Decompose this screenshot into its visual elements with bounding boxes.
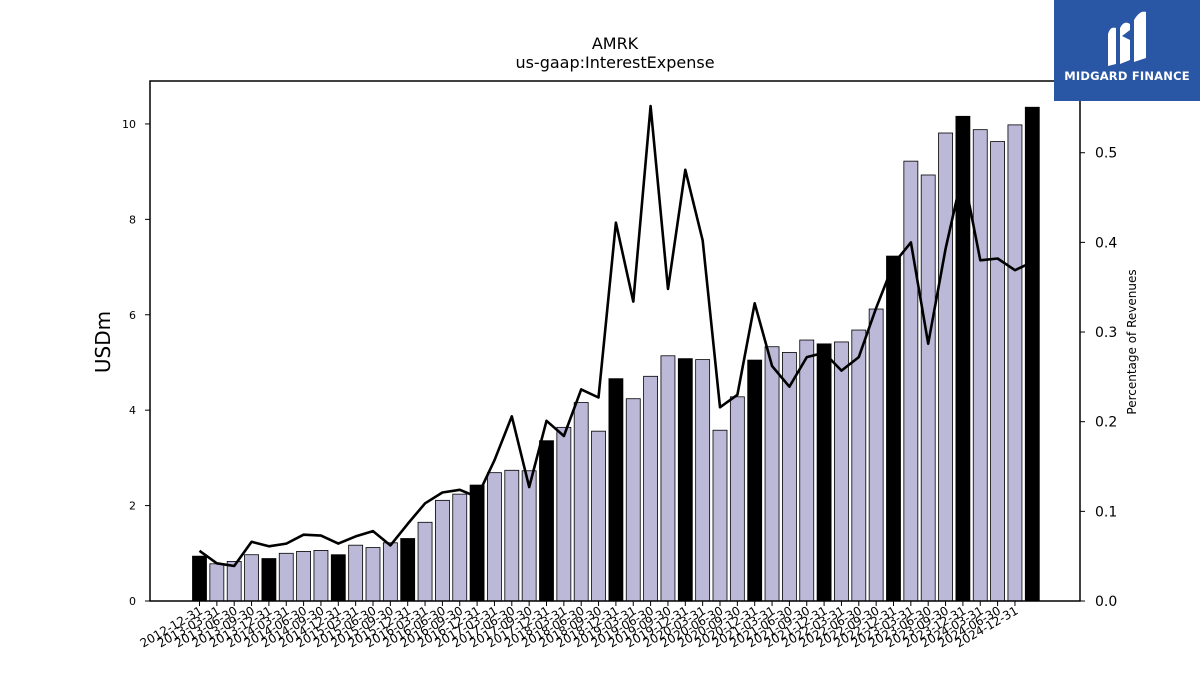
bar bbox=[920, 174, 936, 602]
bar bbox=[452, 493, 468, 602]
y2-tick-label: 0.2 bbox=[1095, 415, 1117, 431]
bar bbox=[591, 430, 606, 602]
bar bbox=[643, 375, 658, 602]
chart-title: AMRK bbox=[592, 34, 639, 53]
bar bbox=[244, 554, 259, 602]
bar bbox=[608, 378, 624, 602]
bar bbox=[903, 160, 919, 602]
bar bbox=[209, 563, 225, 602]
bar bbox=[192, 555, 207, 602]
bar bbox=[469, 484, 485, 602]
bar bbox=[834, 341, 849, 602]
bar bbox=[521, 470, 537, 602]
y-axis-label: USDm bbox=[91, 311, 115, 373]
bar bbox=[400, 538, 416, 602]
bar bbox=[851, 329, 867, 602]
plot-frame bbox=[149, 80, 1081, 602]
bar bbox=[677, 358, 693, 602]
brand-name: MIDGARD FINANCE bbox=[1064, 69, 1190, 83]
bar bbox=[799, 339, 815, 602]
bar bbox=[278, 552, 294, 602]
bar bbox=[764, 346, 780, 602]
bar bbox=[660, 355, 676, 602]
bar bbox=[886, 255, 901, 602]
bar bbox=[938, 132, 953, 602]
x-axis: 2012-12-312013-03-312013-06-302013-09-30… bbox=[138, 601, 1020, 650]
y2-tick-label: 0.3 bbox=[1095, 325, 1117, 341]
y2-axis-label: Percentage of Revenues bbox=[1125, 269, 1139, 414]
bar bbox=[972, 129, 988, 602]
y-tick-label: 0 bbox=[129, 595, 136, 608]
bar bbox=[261, 558, 277, 602]
bar bbox=[539, 440, 554, 602]
bar bbox=[296, 550, 312, 602]
bar bbox=[382, 542, 398, 602]
line-series bbox=[198, 104, 1033, 568]
bar bbox=[816, 343, 832, 602]
y2-tick-label: 0.0 bbox=[1095, 594, 1117, 610]
y-tick-label: 4 bbox=[129, 404, 136, 417]
bar bbox=[434, 499, 450, 602]
bar bbox=[990, 141, 1005, 602]
y2-tick-label: 0.5 bbox=[1095, 146, 1117, 162]
bar bbox=[729, 396, 745, 602]
y-tick-label: 6 bbox=[129, 309, 136, 322]
y-axis-left: 0 2 4 6 8 10 bbox=[122, 118, 150, 608]
bar bbox=[348, 544, 364, 602]
y2-tick-label: 0.4 bbox=[1095, 235, 1117, 251]
brand-mark-icon bbox=[1108, 11, 1146, 66]
bar bbox=[782, 352, 797, 602]
bar bbox=[1024, 106, 1040, 602]
y-axis-right: 0.0 0.1 0.2 0.3 0.4 0.5 bbox=[1080, 146, 1117, 610]
bar bbox=[365, 547, 381, 602]
bar bbox=[487, 472, 502, 602]
y-tick-label: 8 bbox=[129, 213, 136, 226]
bar bbox=[712, 429, 728, 602]
bar bbox=[695, 359, 711, 602]
bar bbox=[330, 554, 346, 602]
percentage-line bbox=[198, 104, 1033, 568]
y-tick-label: 10 bbox=[122, 118, 136, 131]
bar bbox=[1007, 124, 1023, 602]
y-tick-label: 2 bbox=[129, 500, 136, 513]
brand-logo: MIDGARD FINANCE bbox=[1054, 0, 1200, 101]
bar bbox=[417, 521, 433, 602]
bar bbox=[504, 469, 520, 602]
y2-tick-label: 0.1 bbox=[1095, 504, 1117, 520]
bar bbox=[556, 426, 572, 602]
bar bbox=[226, 561, 242, 602]
bar bbox=[625, 398, 641, 602]
bar-series bbox=[192, 106, 1040, 602]
bar bbox=[573, 402, 589, 602]
chart-subtitle: us-gaap:InterestExpense bbox=[515, 53, 714, 72]
bar bbox=[868, 308, 884, 602]
bar bbox=[313, 550, 329, 602]
bar bbox=[747, 359, 763, 602]
